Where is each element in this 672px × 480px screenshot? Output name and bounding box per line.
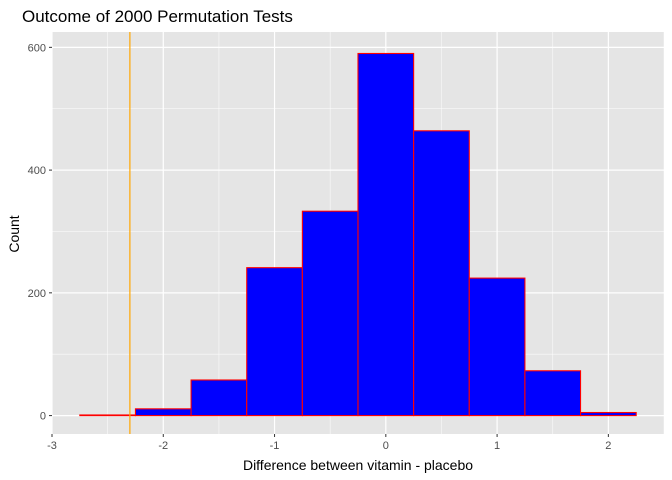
histogram-bar-7 [413, 130, 470, 417]
x-tick-label: 0 [383, 440, 389, 452]
histogram-bars [79, 52, 637, 417]
y-axis: 0 200 400 600 [28, 42, 52, 423]
x-tick-label: 1 [494, 440, 500, 452]
histogram-bar-9 [524, 370, 582, 417]
y-tick-label: 400 [28, 165, 46, 177]
histogram-bar-3 [190, 379, 248, 417]
x-tick-label: -3 [47, 440, 57, 452]
histogram-bar-10 [579, 411, 637, 417]
x-tick-label: -1 [270, 440, 280, 452]
y-tick-label: 0 [40, 411, 46, 423]
x-tick-label: -2 [158, 440, 168, 452]
x-axis: -3 -2 -1 0 1 2 [47, 434, 611, 452]
y-tick-label: 600 [28, 42, 46, 54]
histogram-bar-6 [357, 52, 415, 417]
y-tick-label: 200 [28, 288, 46, 300]
x-axis-title: Difference between vitamin - placebo [243, 457, 473, 473]
histogram-bar-1 [79, 414, 137, 417]
x-tick-label: 2 [605, 440, 611, 452]
chart-title: Outcome of 2000 Permutation Tests [22, 7, 293, 26]
y-axis-title: Count [6, 215, 22, 252]
histogram-bar-8 [468, 277, 526, 417]
histogram-bar-2 [134, 408, 192, 417]
histogram-bar-5 [301, 210, 359, 417]
histogram-bar-4 [246, 267, 303, 417]
